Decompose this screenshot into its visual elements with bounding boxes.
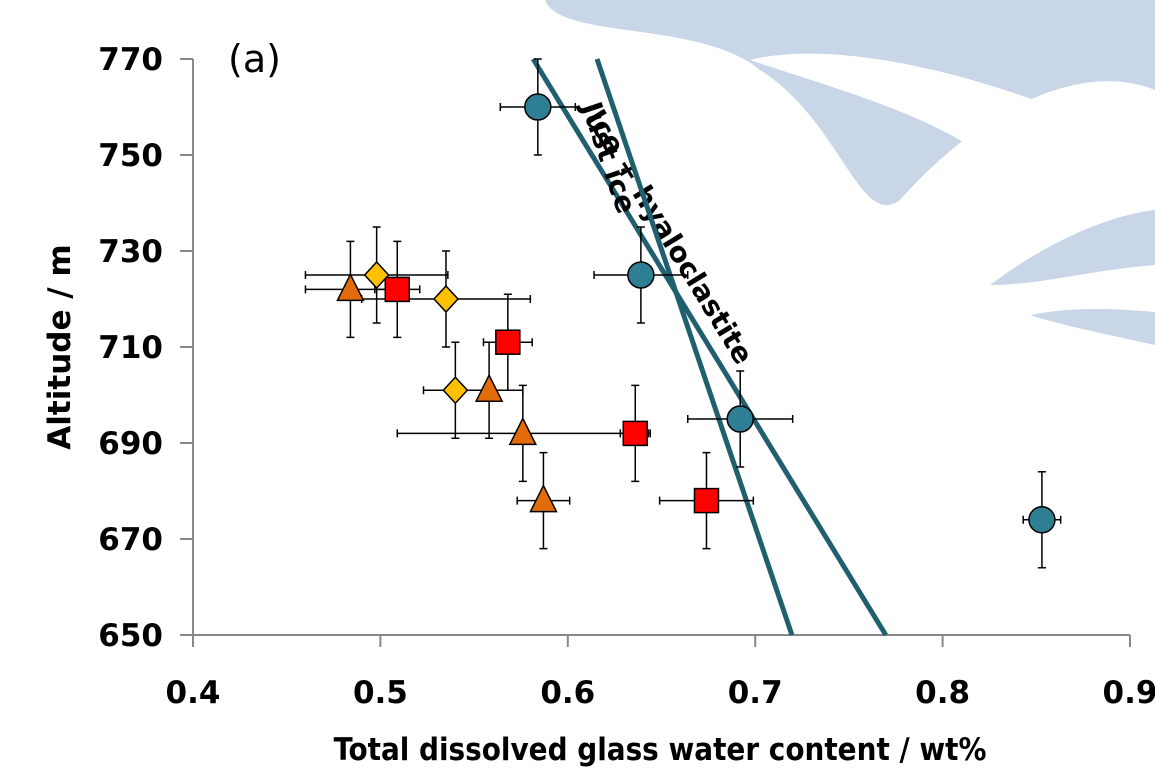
- y-axis-label: Altitude / m: [42, 244, 78, 449]
- x-tick-label: 0.9: [1103, 675, 1155, 711]
- point: [336, 272, 365, 302]
- x-tick-label: 0.4: [166, 675, 221, 711]
- background-decoration: [545, 0, 1155, 345]
- point: [384, 276, 411, 303]
- point: [442, 376, 469, 405]
- point: [508, 416, 538, 446]
- model-line: [530, 57, 888, 637]
- y-tick-label: 650: [98, 618, 163, 654]
- point: [432, 284, 460, 314]
- annotation: (a): [228, 37, 281, 81]
- y-tick-label: 730: [98, 234, 163, 270]
- x-axis-label: Total dissolved glass water content / wt…: [334, 732, 987, 768]
- point: [474, 373, 504, 402]
- x-tick-label: 0.8: [915, 675, 970, 711]
- y-tick-label: 690: [98, 426, 163, 462]
- y-tick-label: 750: [98, 138, 163, 174]
- y-tick-label: 770: [98, 42, 163, 78]
- x-tick-label: 0.7: [728, 675, 783, 711]
- y-tick-label: 670: [98, 522, 163, 558]
- point: [627, 261, 655, 289]
- point: [363, 260, 390, 290]
- y-tick-label: 710: [98, 330, 163, 366]
- point: [1028, 506, 1056, 534]
- x-tick-label: 0.6: [540, 675, 595, 711]
- point: [529, 483, 558, 513]
- point: [693, 487, 720, 514]
- point: [622, 420, 649, 447]
- point: [726, 405, 754, 433]
- x-tick-label: 0.5: [353, 675, 408, 711]
- model-line: [594, 58, 795, 636]
- point: [524, 93, 552, 121]
- point: [495, 329, 521, 355]
